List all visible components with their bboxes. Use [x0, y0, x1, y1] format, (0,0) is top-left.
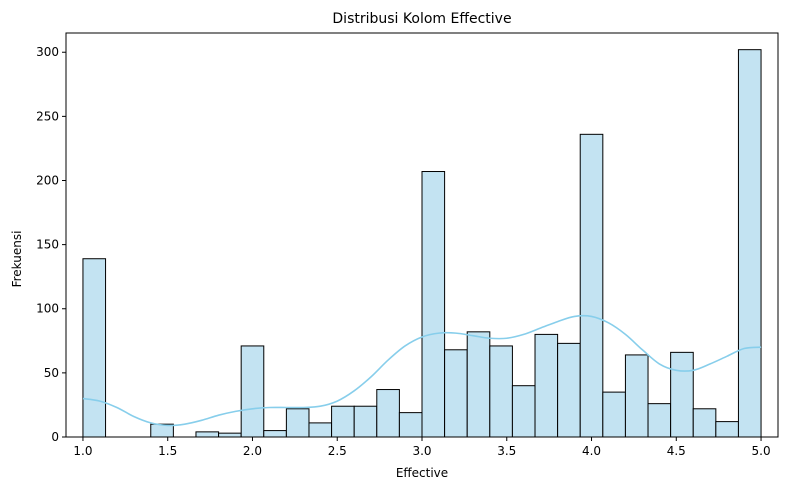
histogram-bar — [353, 405, 378, 438]
y-tick-label: 50 — [44, 366, 59, 380]
y-tick-label: 300 — [36, 45, 59, 59]
y-tick-label: 250 — [36, 109, 59, 123]
histogram-bar — [602, 391, 626, 438]
histogram-bar — [285, 408, 310, 438]
x-tick-label: 3.0 — [412, 444, 431, 458]
histogram-bar — [376, 389, 400, 438]
y-tick-label: 0 — [51, 430, 59, 444]
x-tick-label: 2.0 — [243, 444, 262, 458]
histogram-bar — [195, 431, 220, 438]
y-tick-label: 100 — [36, 302, 59, 316]
x-axis-label: Effective — [396, 466, 448, 480]
histogram-bar — [398, 412, 423, 438]
histogram-bar — [466, 331, 491, 438]
x-tick-label: 4.5 — [667, 444, 686, 458]
y-axis-label: Frekuensi — [10, 231, 24, 288]
histogram-bar — [511, 385, 536, 438]
histogram-bar — [218, 432, 242, 438]
histogram-bar — [331, 405, 355, 438]
y-axis: 0 50 100 150 200 250 300 — [36, 45, 66, 444]
y-tick-label: 200 — [36, 173, 59, 187]
histogram-bar — [82, 258, 107, 438]
histogram-bar — [579, 133, 604, 438]
histogram-bar — [263, 430, 287, 438]
histogram-bar — [240, 345, 265, 438]
x-tick-label: 1.0 — [73, 444, 92, 458]
x-tick-label: 3.5 — [497, 444, 516, 458]
histogram-bar — [444, 349, 468, 438]
x-tick-label: 5.0 — [752, 444, 771, 458]
histogram-bar — [647, 403, 672, 438]
x-tick-label: 4.0 — [582, 444, 601, 458]
histogram-bar — [715, 421, 739, 438]
histogram-bar — [489, 345, 513, 438]
chart-title: Distribusi Kolom Effective — [332, 11, 511, 27]
histogram-bar — [534, 333, 559, 438]
x-axis: 1.0 1.5 2.0 2.5 3.0 3.5 4.0 4.5 5.0 — [73, 437, 771, 458]
histogram-bar — [308, 422, 333, 438]
histogram-bar — [692, 408, 717, 438]
x-tick-label: 1.5 — [158, 444, 177, 458]
histogram-bar — [624, 354, 649, 438]
kde-curve — [82, 314, 762, 427]
histogram-bar — [737, 49, 762, 438]
y-tick-label: 150 — [36, 238, 59, 252]
histogram-bar — [557, 342, 581, 438]
histogram-bars — [82, 49, 762, 438]
x-tick-label: 2.5 — [328, 444, 347, 458]
histogram-bar — [670, 351, 694, 438]
histogram-bar — [421, 171, 446, 438]
